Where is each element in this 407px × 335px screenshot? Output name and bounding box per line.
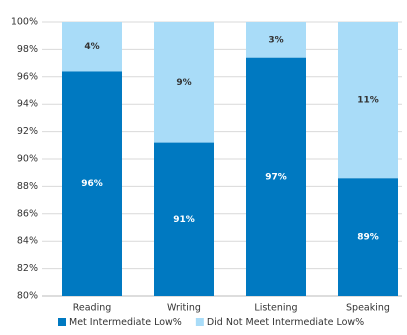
value-label: 9% <box>176 78 191 88</box>
y-tick-label: 90% <box>17 154 38 165</box>
x-tick-label: Listening <box>254 303 297 314</box>
value-label: 89% <box>357 233 379 243</box>
y-tick-label: 94% <box>17 99 38 110</box>
y-tick-label: 80% <box>17 291 38 302</box>
bar-segment <box>62 71 122 296</box>
value-label: 96% <box>81 179 103 189</box>
legend-label: Did Not Meet Intermediate Low% <box>207 317 364 328</box>
legend-swatch <box>58 318 66 326</box>
value-label: 11% <box>357 96 379 106</box>
y-tick-label: 86% <box>17 208 38 219</box>
legend-label: Met Intermediate Low% <box>69 317 182 328</box>
value-label: 3% <box>268 35 283 45</box>
value-label: 91% <box>173 215 195 225</box>
x-tick-label: Reading <box>73 303 112 314</box>
y-tick-label: 98% <box>17 44 38 55</box>
y-tick-label: 92% <box>17 126 38 137</box>
y-tick-label: 96% <box>17 71 38 82</box>
x-tick-label: Speaking <box>346 303 390 314</box>
value-label: 97% <box>265 172 287 182</box>
y-tick-label: 88% <box>17 181 38 192</box>
bar-segment <box>154 142 214 296</box>
bar-segment <box>246 57 306 297</box>
y-tick-label: 82% <box>17 263 38 274</box>
bar-segment <box>338 22 398 179</box>
bar-segment <box>338 178 398 296</box>
value-label: 4% <box>84 42 99 52</box>
legend-swatch <box>195 318 204 326</box>
bar-segment <box>154 22 214 143</box>
x-tick-label: Writing <box>167 303 201 314</box>
y-tick-label: 100% <box>11 17 38 28</box>
bar-segment <box>246 22 306 58</box>
bar-segment <box>62 22 122 72</box>
y-tick-label: 84% <box>17 236 38 247</box>
